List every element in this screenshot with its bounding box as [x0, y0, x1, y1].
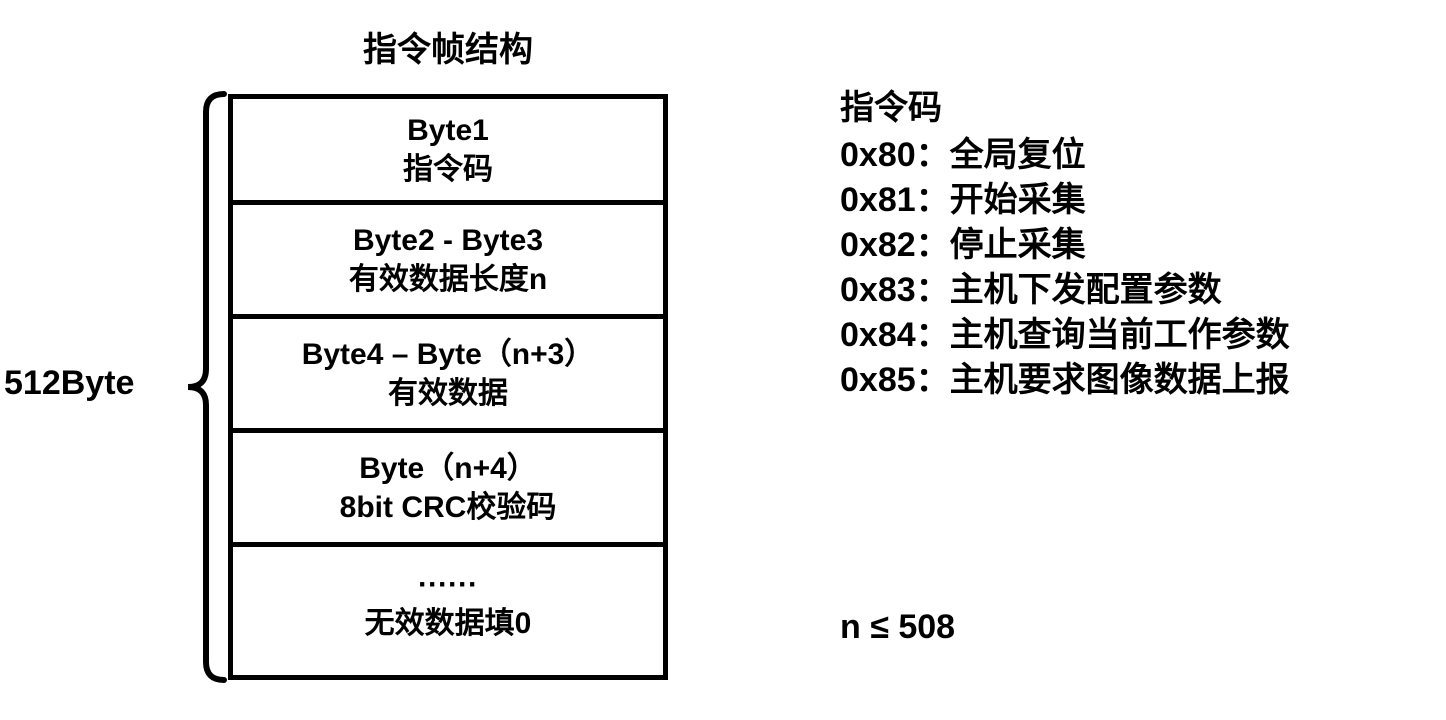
- constraint-note: n ≤ 508: [840, 608, 955, 647]
- legend-row: 0x85：主机要求图像数据上报: [840, 358, 1290, 403]
- frame-size-label: 512Byte: [4, 364, 134, 403]
- frame-cell: Byte2 - Byte3有效数据长度n: [233, 205, 663, 319]
- frame-cell-line2: 指令码: [403, 150, 493, 189]
- frame-cell-line2: 8bit CRC校验码: [340, 488, 557, 527]
- frame-cell: Byte4 – Byte（n+3）有效数据: [233, 319, 663, 433]
- frame-cell-line2: 有效数据长度n: [349, 260, 547, 299]
- legend-row: 0x83：主机下发配置参数: [840, 268, 1290, 313]
- frame-cell: Byte1指令码: [233, 99, 663, 205]
- legend-row: 0x80：全局复位: [840, 133, 1290, 178]
- frame-cell-line1: Byte2 - Byte3: [353, 221, 543, 260]
- opcode-legend: 指令码 0x80：全局复位0x81：开始采集0x82：停止采集0x83：主机下发…: [840, 86, 1290, 403]
- frame-cell-line1: ······: [418, 565, 478, 604]
- legend-title: 指令码: [840, 86, 1290, 131]
- frame-structure-table: Byte1指令码Byte2 - Byte3有效数据长度nByte4 – Byte…: [228, 94, 668, 680]
- diagram-root: 指令帧结构 512Byte Byte1指令码Byte2 - Byte3有效数据长…: [0, 0, 1446, 720]
- legend-row: 0x84：主机查询当前工作参数: [840, 313, 1290, 358]
- frame-cell-line1: Byte4 – Byte（n+3）: [302, 335, 595, 374]
- frame-cell-line1: Byte（n+4）: [359, 449, 537, 488]
- frame-cell: Byte（n+4）8bit CRC校验码: [233, 433, 663, 547]
- legend-row: 0x82：停止采集: [840, 223, 1290, 268]
- frame-cell-line1: Byte1: [407, 111, 489, 150]
- diagram-title: 指令帧结构: [228, 22, 668, 71]
- frame-cell: ······无效数据填0: [233, 547, 663, 661]
- legend-row: 0x81：开始采集: [840, 178, 1290, 223]
- curly-brace-icon: [168, 94, 224, 680]
- frame-cell-line2: 有效数据: [388, 374, 508, 413]
- frame-cell-line2: 无效数据填0: [365, 604, 532, 643]
